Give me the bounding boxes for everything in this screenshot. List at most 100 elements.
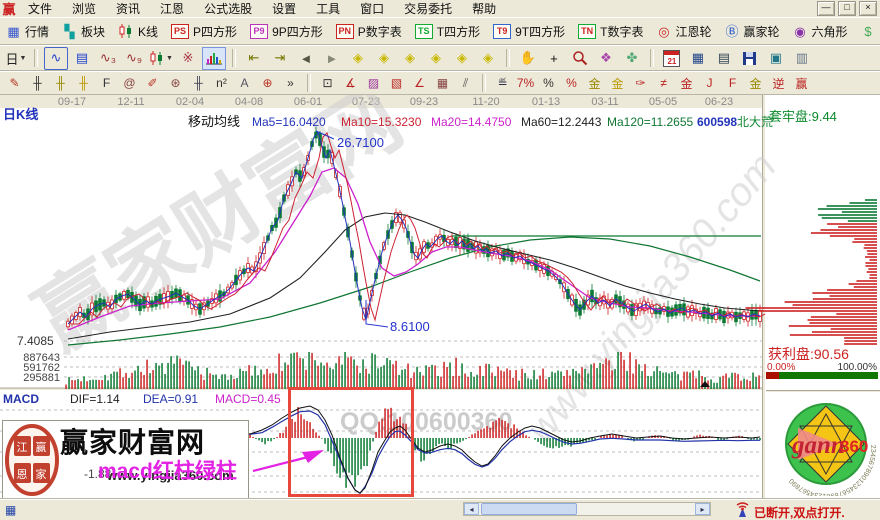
menu-info[interactable]: 资讯 — [116, 2, 141, 16]
diamond-shrink-button[interactable]: ◈ — [430, 50, 441, 65]
crosshair-button[interactable]: + — [550, 50, 558, 66]
menu-tools[interactable]: 工具 — [316, 2, 341, 16]
calendar-button[interactable]: 21 — [660, 47, 684, 70]
shade-box-tool[interactable]: ▧ — [390, 76, 403, 90]
calculator-button[interactable]: ▦ — [691, 50, 705, 65]
spiral-tool[interactable]: @ — [123, 76, 136, 90]
pattern-button[interactable]: ※ — [182, 50, 194, 65]
gold-grid-tool[interactable]: ≠ — [660, 76, 667, 90]
diamond-expand-button[interactable]: ◈ — [404, 50, 415, 65]
fan-tool[interactable]: ∡ — [345, 76, 356, 90]
period-button-dropdown-icon[interactable]: ▼ — [19, 54, 27, 62]
kline-button[interactable]: K线 — [118, 23, 158, 40]
gann-line-tool[interactable]: ╫ — [33, 76, 42, 90]
winner-wheel-button[interactable]: Ⓑ 赢家轮 — [724, 23, 779, 40]
f-angle-tool[interactable]: F — [728, 76, 737, 90]
next-button[interactable]: ► — [325, 50, 339, 66]
date-tick: 09-17 — [58, 96, 86, 108]
diamond-move-button[interactable]: ◈ — [456, 50, 467, 65]
box-tool[interactable]: ⊡ — [322, 76, 333, 90]
percent7-tool[interactable]: 7% — [516, 76, 535, 90]
angle-a-tool[interactable]: A — [240, 76, 249, 90]
notes-button[interactable]: ▤ — [717, 50, 731, 65]
restore-button[interactable]: □ — [838, 1, 856, 16]
ruler-tool[interactable]: ≝ — [497, 76, 508, 90]
menu-file[interactable]: 文件 — [28, 2, 53, 16]
network-button[interactable]: ▣ — [769, 50, 783, 65]
square-n-tool[interactable]: n² — [216, 76, 227, 90]
scroll-right-arrow[interactable]: ▸ — [695, 503, 710, 515]
nine-p-square-button[interactable]: P9 9P四方形 — [250, 23, 323, 40]
wave3-button[interactable]: ∿₃ — [99, 50, 117, 65]
compass-tool[interactable]: ⊕ — [262, 76, 273, 90]
fibo-tool[interactable]: F — [102, 76, 111, 90]
t-number-button-label: T数字表 — [600, 24, 644, 39]
scroll-left-arrow[interactable]: ◂ — [464, 503, 479, 515]
gold2-tool[interactable]: 金 — [680, 76, 693, 91]
menu-trade[interactable]: 交易委托 — [404, 2, 453, 16]
menu-help[interactable]: 帮助 — [472, 2, 497, 16]
hexagon-button[interactable]: ◉ 六角形 — [793, 23, 847, 40]
t-number-button-icon: TN — [578, 23, 597, 39]
angle-line-tool[interactable]: ∠ — [414, 76, 425, 90]
gold-circle-tool[interactable]: 金 — [588, 76, 601, 91]
percent-tool[interactable]: % — [543, 76, 554, 90]
p-square-button[interactable]: PS P四方形 — [171, 23, 237, 40]
menu-stock-picker[interactable]: 公式选股 — [204, 2, 253, 16]
diamond-left-button[interactable]: ◈ — [352, 50, 363, 65]
horizontal-scrollbar[interactable]: ◂ ▸ — [463, 502, 711, 516]
scroll-track[interactable] — [479, 503, 695, 515]
connection-status[interactable]: 已断开,双点打开. — [754, 506, 845, 520]
p-number-button[interactable]: PN P数字表 — [335, 23, 402, 40]
candle-type-button[interactable]: ▼ — [148, 47, 174, 70]
wave9-button[interactable]: ∿₉ — [125, 50, 143, 65]
pen-mark-tool[interactable]: ✑ — [635, 76, 646, 90]
period-button[interactable]: 日 ▼ — [5, 51, 27, 67]
percent-line-tool[interactable]: % — [566, 76, 577, 90]
nine-t-square-button[interactable]: T9 9T四方形 — [493, 23, 565, 40]
gold-line-tool[interactable]: 金 — [611, 76, 624, 91]
parallel-tool[interactable]: ⫽ — [462, 75, 469, 90]
sectors-button[interactable]: ▚ 板块 — [62, 23, 106, 40]
diamond-right-button[interactable]: ◈ — [378, 50, 389, 65]
diamond-target-button[interactable]: ◈ — [482, 50, 493, 65]
close-button[interactable]: × — [859, 1, 877, 16]
brush-tool[interactable]: ✎ — [9, 76, 20, 90]
histogram-button[interactable] — [201, 46, 226, 70]
first-page-button[interactable]: ⇤ — [248, 50, 260, 65]
last-page-button[interactable]: ⇥ — [274, 50, 286, 65]
j-angle-tool[interactable]: J — [706, 76, 713, 90]
win-tool[interactable]: 赢 — [795, 76, 808, 91]
golden-line2-tool[interactable]: ╫ — [79, 76, 88, 90]
gann-wheel-button[interactable]: ◎ 江恩轮 — [656, 23, 711, 40]
fan-box-tool[interactable]: ▨ — [367, 76, 380, 90]
minimize-button[interactable]: — — [817, 1, 835, 16]
map-green-button[interactable]: ✤ — [626, 50, 638, 65]
mark-tool[interactable]: ✐ — [147, 76, 158, 90]
cycle-tool[interactable]: ⊛ — [170, 76, 181, 90]
candle-type-button-dropdown-icon[interactable]: ▼ — [166, 54, 173, 62]
t-square-button[interactable]: TS T四方形 — [414, 23, 480, 40]
t-number-button[interactable]: TN T数字表 — [578, 23, 643, 40]
scroll-thumb[interactable] — [481, 503, 577, 515]
menu-gann[interactable]: 江恩 — [160, 2, 185, 16]
hand-tool-button[interactable]: ✋ — [519, 50, 537, 65]
grid-line-tool[interactable]: ╫ — [194, 76, 203, 90]
menu-browse[interactable]: 浏览 — [72, 2, 97, 16]
print-button[interactable]: ▥ — [795, 50, 809, 65]
speed-tool[interactable]: 逆 — [772, 76, 785, 91]
prev-button[interactable]: ◄ — [299, 50, 313, 66]
brush-purple-button[interactable]: ❖ — [600, 50, 612, 65]
save-button[interactable] — [738, 47, 762, 70]
report-button[interactable]: ▤ — [75, 50, 89, 65]
grid2-tool[interactable]: ▦ — [436, 76, 449, 90]
service-button[interactable]: $赢家服务 — [861, 23, 880, 40]
golden-line-tool[interactable]: ╫ — [56, 76, 65, 90]
menu-settings[interactable]: 设置 — [272, 2, 297, 16]
more-tools-button[interactable]: » — [287, 76, 294, 90]
gold-angle-tool[interactable]: 金 — [749, 76, 762, 91]
wave-button[interactable]: ∿ — [44, 46, 68, 70]
zoom-tool-button[interactable] — [568, 47, 592, 70]
quotes-button[interactable]: ▦ 行情 — [6, 23, 49, 40]
menu-window[interactable]: 窗口 — [360, 2, 385, 16]
